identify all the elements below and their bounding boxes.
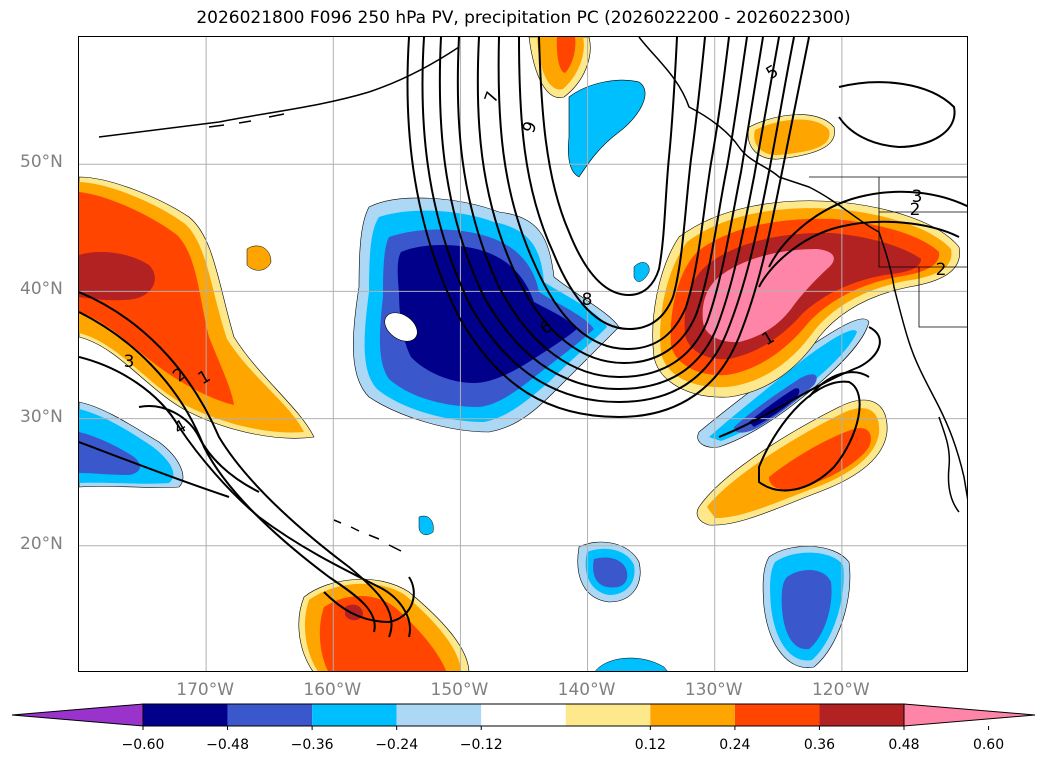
pv-trough-5 bbox=[476, 37, 748, 365]
coast-north-america bbox=[638, 37, 967, 500]
colorbar-box-7 bbox=[734, 704, 820, 726]
pv-contour-4 bbox=[138, 405, 260, 493]
colorbar-box-1 bbox=[227, 704, 313, 726]
pv-contour-2 bbox=[79, 311, 376, 633]
colorbar-box-3 bbox=[396, 704, 482, 726]
pv-trough-1 bbox=[406, 37, 810, 419]
pv-contour-3 bbox=[79, 356, 411, 638]
colorbar-tick-label-6: 0.24 bbox=[719, 737, 751, 753]
lon-label-1: 160°W bbox=[303, 680, 362, 700]
pv-trough-6 bbox=[497, 37, 730, 351]
coastlines bbox=[98, 37, 967, 552]
lon-label-5: 120°W bbox=[811, 680, 870, 700]
colorbar-tick-label-8: 0.48 bbox=[888, 737, 920, 753]
colorbar-tick-label-1: −0.48 bbox=[206, 737, 249, 753]
map-title: 2026021800 F096 250 hPa PV, precipitatio… bbox=[196, 8, 851, 28]
pv-contours bbox=[79, 37, 967, 638]
pv-southeast-loop bbox=[758, 380, 861, 492]
pv-trough-2 bbox=[421, 37, 795, 404]
pv-contour-label-11: 2 bbox=[936, 260, 947, 280]
pv-contour-label-7: 8 bbox=[582, 290, 593, 310]
pv-contour-label-10: 3 bbox=[912, 187, 923, 207]
lat-label-0: 50°N bbox=[20, 152, 63, 173]
pv-contour-label-6: 7 bbox=[481, 89, 503, 106]
lat-label-2: 30°N bbox=[20, 406, 63, 427]
colorbar-box-5 bbox=[565, 704, 651, 726]
pv-contour-label-9: 2 bbox=[910, 200, 921, 220]
coast-hawaii bbox=[333, 519, 402, 552]
coast-alaska-aleutians bbox=[98, 46, 460, 138]
colorbar-tick-label-5: 0.12 bbox=[634, 737, 666, 753]
pv-south-loop bbox=[808, 371, 870, 398]
colorbar-box-8 bbox=[819, 704, 904, 726]
pv-trough-8 bbox=[538, 37, 678, 297]
colorbar-box-0 bbox=[143, 704, 228, 726]
pv-contour-label-4: 5 bbox=[763, 61, 782, 84]
colorbar-tick-label-2: −0.36 bbox=[290, 737, 334, 753]
colorbar-tick-label-9: 0.60 bbox=[972, 737, 1005, 753]
lat-label-3: 20°N bbox=[20, 533, 63, 554]
colorbar-tick-label-4: −0.12 bbox=[459, 737, 503, 753]
pv-contour-west-loop bbox=[323, 576, 415, 624]
colorbar-tick-label-3: −0.24 bbox=[375, 737, 419, 753]
lat-label-1: 40°N bbox=[20, 279, 63, 300]
colorbar-tick-label-7: 0.36 bbox=[803, 737, 836, 753]
colorbar-box-6 bbox=[650, 704, 735, 726]
pv-ridge-loop bbox=[838, 81, 956, 149]
lon-label-3: 140°W bbox=[557, 680, 616, 700]
colorbar-boxes bbox=[11, 703, 1036, 730]
neg-field-north bbox=[568, 79, 646, 178]
colorbar-tick-label-0: −0.60 bbox=[121, 737, 165, 753]
colorbar-extend-low bbox=[11, 703, 144, 727]
colorbar bbox=[11, 703, 1036, 730]
pv-ridge-3 bbox=[768, 190, 967, 268]
positive-precip-pc-fields bbox=[79, 37, 960, 671]
pv-contour-label-2: 3 bbox=[124, 352, 135, 372]
colorbar-box-4 bbox=[481, 704, 566, 726]
pv-trough-4 bbox=[456, 37, 764, 379]
colorbar-extend-high bbox=[903, 703, 1036, 727]
lon-label-2: 150°W bbox=[430, 680, 489, 700]
colorbar-box-2 bbox=[312, 704, 397, 726]
pv-contour-1 bbox=[79, 291, 393, 638]
pv-ridge-2 bbox=[758, 220, 960, 288]
pv-trough-3 bbox=[438, 37, 780, 391]
lon-label-0: 170°W bbox=[176, 680, 235, 700]
lon-label-4: 130°W bbox=[684, 680, 743, 700]
pv-trough-7 bbox=[518, 37, 706, 331]
pv-contour-label-3: 4 bbox=[171, 416, 190, 439]
colorbar-outline bbox=[142, 703, 905, 727]
state-borders bbox=[809, 176, 967, 328]
